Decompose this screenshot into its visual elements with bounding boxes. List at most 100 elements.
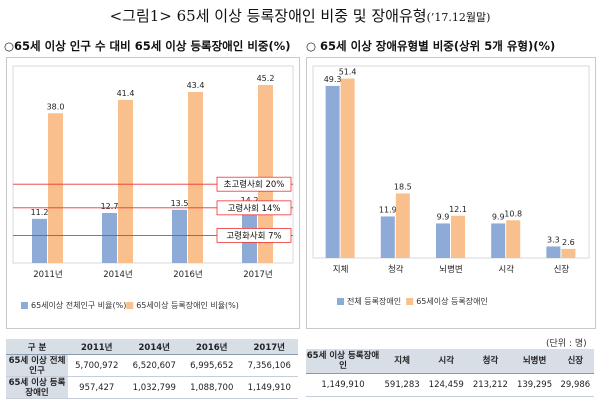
legend-swatch	[126, 302, 134, 309]
x-tick-label: 2017년	[243, 269, 272, 280]
bar	[48, 113, 63, 263]
table-cell: 1,149,910	[240, 376, 298, 399]
bar	[546, 246, 561, 258]
bar	[451, 215, 465, 258]
data-label: 41.4	[117, 89, 135, 98]
table-cell: 124,459	[424, 373, 469, 397]
row-label: 65세 이상 등록장애인	[6, 376, 68, 399]
table-cell: 957,427	[68, 376, 126, 399]
table-cell: 7,356,106	[240, 354, 298, 377]
table-header-cell: 2011년	[68, 339, 126, 355]
x-tick-label: 뇌병변	[439, 264, 462, 275]
table-cell: 29,986	[556, 373, 594, 397]
legend-swatch	[337, 298, 344, 305]
bar	[436, 223, 450, 258]
bar	[325, 85, 340, 258]
data-label: 38.0	[47, 102, 65, 111]
x-tick-label: 청각	[388, 264, 404, 275]
bar	[118, 99, 133, 263]
x-tick-label: 지체	[333, 264, 349, 275]
table-cell: 591,283	[380, 373, 425, 397]
right-chart-panel: 49.3 51.4 지체 11.9 18.5 청각 9.9 12.1 뇌병변 9.9 10.8 시각 3…	[306, 57, 596, 329]
data-label: 9.9	[492, 212, 505, 221]
bar	[506, 220, 521, 258]
data-label: 10.8	[504, 209, 522, 218]
bar	[380, 216, 395, 258]
x-tick-label: 신장	[554, 264, 570, 275]
reference-label: 고령화사회 7%	[226, 230, 281, 241]
left-chart: 11.238.02011년12.741.42014년13.543.42016년1…	[12, 65, 294, 310]
table-row: 65세 이상 전체인구 5,700,972 6,520,607 6,995,65…	[6, 354, 298, 377]
data-label: 51.4	[339, 68, 357, 77]
data-label: 2.6	[562, 238, 575, 247]
table-cell: 6,520,607	[125, 354, 183, 377]
left-chart-title: ○65세 이상 인구 수 대비 65세 이상 등록장애인 비중(%)	[4, 39, 291, 53]
table-header-cell: 2016년	[183, 339, 241, 355]
data-label: 45.2	[257, 74, 275, 83]
table-header-cell: 시각	[424, 349, 469, 374]
data-label: 49.3	[324, 75, 342, 84]
data-label: 13.5	[171, 199, 189, 208]
table-cell: 1,149,910	[306, 373, 380, 397]
table-row: 65세 이상 등록장애인 957,427 1,032,799 1,088,700…	[6, 376, 298, 399]
reference-label: 초고령사회 20%	[224, 179, 285, 190]
table-header-cell: 뇌병변	[512, 349, 557, 374]
bar	[32, 218, 47, 263]
legend-swatch	[406, 298, 414, 305]
unit-label: (단위 : 명)	[546, 339, 587, 349]
data-label: 18.5	[394, 182, 412, 191]
table-row: 1,149,910 591,283 124,459 213,212 139,29…	[306, 373, 594, 397]
table-cell: 213,212	[468, 373, 513, 397]
reference-label-box	[216, 228, 292, 243]
table-cell: 1,032,799	[125, 376, 183, 399]
table-cell: 6,995,652	[183, 354, 241, 377]
x-tick-label: 2014년	[103, 269, 132, 280]
data-label: 12.7	[101, 202, 119, 211]
legend-label: 65세이상 전체인구 비율(%)	[31, 300, 126, 310]
table-header-cell: 2017년	[240, 339, 298, 355]
table-header-cell: 2014년	[125, 339, 183, 355]
table-header-cell: 지체	[380, 349, 425, 374]
page-title-text: <그림1> 65세 이상 등록장애인 비중 및 장애유형	[109, 7, 427, 25]
table-header-cell: 65세 이상 등록장애인	[306, 349, 380, 374]
reference-label-box	[216, 200, 292, 216]
data-label: 12.1	[449, 205, 467, 214]
legend-swatch	[21, 302, 28, 309]
bar	[340, 78, 355, 258]
reference-label: 고령사회 14%	[228, 203, 281, 214]
plot-area	[12, 65, 294, 264]
legend-label: 전체 등록장애인	[347, 296, 401, 306]
bar	[102, 212, 117, 263]
data-label: 9.9	[437, 212, 450, 221]
disability-type-table: 65세 이상 등록장애인 지체 시각 청각 뇌병변 신장 1,149,910 5…	[306, 349, 594, 397]
data-label: 43.4	[187, 81, 205, 90]
bar	[491, 223, 506, 258]
table-header-cell: 신장	[556, 349, 594, 374]
table-header-row: 구 분 2011년 2014년 2016년 2017년	[6, 339, 298, 355]
population-table: 구 분 2011년 2014년 2016년 2017년 65세 이상 전체인구 …	[6, 339, 298, 399]
x-tick-label: 시각	[498, 264, 514, 275]
row-label: 65세 이상 전체인구	[6, 354, 68, 377]
page-title: <그림1> 65세 이상 등록장애인 비중 및 장애유형(’17.12월말)	[0, 5, 600, 26]
page-subtitle: (’17.12월말)	[426, 11, 491, 24]
bar	[188, 92, 203, 263]
data-label: 3.3	[547, 235, 560, 244]
legend-label: 65세이상 등록장애인 비율(%)	[136, 300, 239, 310]
table-header-row: 65세 이상 등록장애인 지체 시각 청각 뇌병변 신장	[306, 349, 594, 374]
bar	[172, 209, 187, 263]
table-header-cell: 구 분	[6, 339, 68, 355]
legend-label: 65세이상 등록장애인	[416, 296, 488, 306]
table-cell: 1,088,700	[183, 376, 241, 399]
left-chart-panel: 11.238.02011년12.741.42014년13.543.42016년1…	[6, 57, 300, 329]
table-cell: 139,295	[512, 373, 557, 397]
reference-label-box	[216, 176, 292, 192]
table-header-cell: 청각	[468, 349, 513, 374]
data-label: 11.9	[379, 205, 397, 214]
bar	[395, 193, 410, 258]
bar	[258, 84, 273, 263]
data-label: 11.2	[31, 208, 49, 217]
x-tick-label: 2011년	[33, 269, 62, 280]
right-chart-title: ○ 65세 이상 장애유형별 비중(상위 5개 유형)(%)	[306, 39, 556, 53]
x-tick-label: 2016년	[173, 269, 202, 280]
